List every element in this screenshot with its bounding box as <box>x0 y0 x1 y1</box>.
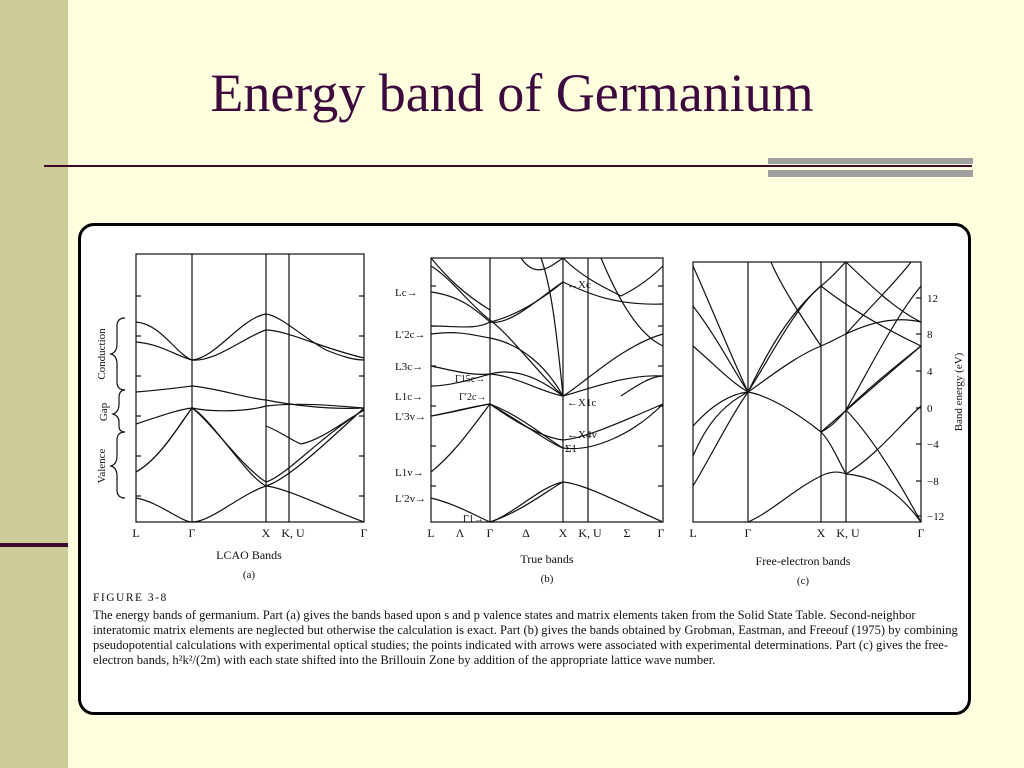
panel-b-label: ←X1c <box>567 397 596 409</box>
panel-b-xtick: X <box>559 526 568 540</box>
panel-b-label: L′2c→ <box>395 329 426 341</box>
panel-b-label: ←Xc <box>567 279 591 291</box>
panel-b-label: L′3v→ <box>395 411 426 423</box>
panel-b-xtick: Δ <box>522 526 530 540</box>
panel-c-ytick: 4 <box>927 366 933 378</box>
panel-a-xtick: L <box>132 526 139 540</box>
panel-c-ytick: 0 <box>927 403 933 415</box>
panel-b-frame <box>430 257 664 523</box>
figure-caption-text: The energy bands of germanium. Part (a) … <box>93 608 958 667</box>
panel-a-conduction-label: Conduction <box>96 328 108 380</box>
panel-c-xtick: Γ <box>745 526 752 540</box>
panel-c-ytick: 8 <box>927 329 933 341</box>
panel-a-gap-label: Gap <box>98 402 110 421</box>
panel-c-ytick: −8 <box>927 476 939 488</box>
panel-b-xtick: L <box>427 526 434 540</box>
figure-image-frame: L Γ X K, U Γ LCAO Bands (a) Conduction G… <box>78 223 971 715</box>
panel-a-xtick: X <box>262 526 271 540</box>
figure-label: FIGURE 3-8 <box>93 592 168 604</box>
title-divider <box>44 165 972 167</box>
panel-a-frame <box>135 253 365 523</box>
figure-caption: FIGURE 3-8 The energy bands of germanium… <box>93 591 961 668</box>
title-divider-accent-2 <box>768 170 973 177</box>
panel-c-xtick: L <box>689 526 696 540</box>
title-divider-accent-1 <box>768 158 973 164</box>
panel-c-xtick: Γ <box>918 526 925 540</box>
panel-a-xtick: Γ <box>189 526 196 540</box>
panel-a-xtick: K, U <box>281 526 305 540</box>
panel-b-label: L3c→ <box>395 361 423 373</box>
panel-c-xtick: X <box>817 526 826 540</box>
panel-a-valence-label: Valence <box>96 448 108 483</box>
panel-b-xtick: Γ <box>658 526 665 540</box>
panel-c-title: Free-electron bands <box>756 554 851 568</box>
panel-b-label: Γ1→ <box>463 514 484 525</box>
energy-band-figure: L Γ X K, U Γ LCAO Bands (a) Conduction G… <box>96 253 965 587</box>
panel-b-label: L1v→ <box>395 467 424 479</box>
panel-b-xtick: Λ <box>456 526 465 540</box>
panel-b-label: L1c→ <box>395 391 423 403</box>
panel-b-letter: (b) <box>541 573 554 585</box>
panel-b-label: ←X4v <box>567 429 597 441</box>
panel-c-ytick: −4 <box>927 439 939 451</box>
panel-b-label: Γ′2c→ <box>459 392 486 403</box>
left-sidebar-bar <box>0 0 68 768</box>
panel-c-ytick: −12 <box>927 511 944 523</box>
panel-c-ytick: 12 <box>927 293 938 305</box>
panel-b-title: True bands <box>520 552 574 566</box>
panel-b-label: Σ1 <box>565 443 577 455</box>
left-accent-line <box>0 543 68 547</box>
slide-title: Energy band of Germanium <box>210 63 814 123</box>
panel-a-letter: (a) <box>243 569 256 581</box>
panel-b-xtick: K, U <box>578 526 602 540</box>
panel-b-label: L′2v→ <box>395 493 426 505</box>
panel-c-frame <box>692 261 922 523</box>
panel-b-label: Γ15c→ <box>455 374 485 385</box>
panel-b-xtick: Σ <box>624 526 631 540</box>
panel-a-xtick: Γ <box>361 526 368 540</box>
panel-b-xtick: Γ <box>487 526 494 540</box>
panel-c-xtick: K, U <box>836 526 860 540</box>
panel-c-ylabel: Band energy (eV) <box>953 352 965 431</box>
panel-b-label: Lc→ <box>395 287 418 299</box>
panel-c-letter: (c) <box>797 575 810 586</box>
panel-a-title: LCAO Bands <box>216 548 282 562</box>
